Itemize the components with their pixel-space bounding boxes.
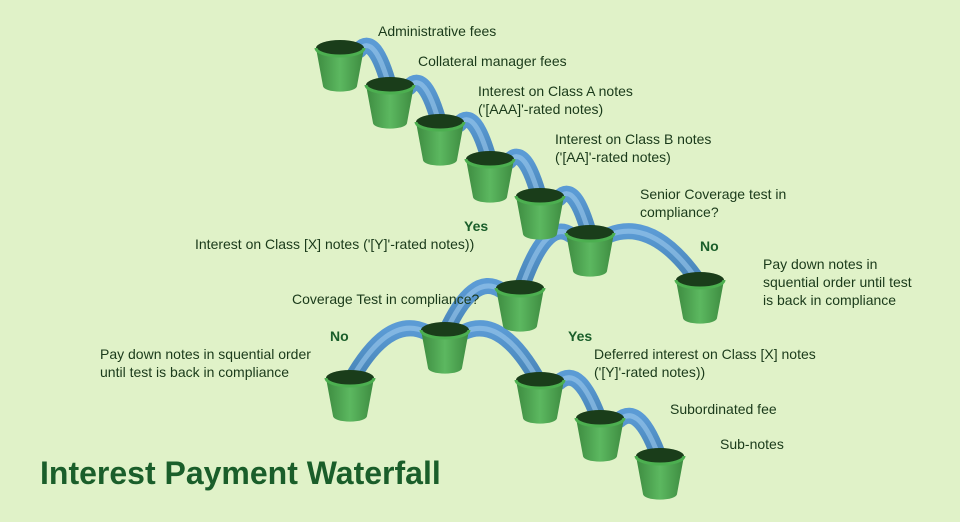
bucket-label: Sub-notes	[720, 435, 784, 453]
water-flow	[359, 46, 390, 89]
bucket-label: Deferred interest on Class [X] notes ('[…	[594, 345, 816, 381]
bucket-label: Senior Coverage test in compliance?	[640, 185, 786, 221]
water-flow	[559, 378, 600, 422]
bucket-label: Interest on Class [X] notes ('[Y]'-rated…	[195, 235, 474, 253]
bucket	[676, 272, 724, 324]
bucket-label: Collateral manager fees	[418, 52, 567, 70]
bucket-label: Subordinated fee	[670, 400, 777, 418]
decision-label: Yes	[568, 328, 592, 344]
bucket	[466, 151, 514, 203]
bucket	[316, 40, 364, 92]
decision-label: Yes	[464, 218, 488, 234]
water-flow	[464, 328, 540, 384]
water-flow	[619, 416, 660, 460]
water-flow	[559, 194, 590, 237]
bucket-label: Interest on Class A notes ('[AAA]'-rated…	[478, 82, 633, 118]
bucket	[566, 225, 614, 277]
water-flow	[520, 232, 571, 292]
decision-label: No	[700, 238, 719, 254]
decision-label: No	[330, 328, 349, 344]
bucket	[516, 188, 564, 240]
bucket	[636, 448, 684, 500]
water-flow	[609, 231, 700, 284]
bucket-label: Pay down notes in squential order until …	[100, 345, 311, 381]
water-flow	[509, 157, 540, 200]
bucket	[496, 280, 544, 332]
water-flow	[350, 328, 426, 382]
bucket	[576, 410, 624, 462]
bucket-label: Administrative fees	[378, 22, 496, 40]
bucket-label: Interest on Class B notes ('[AA]'-rated …	[555, 130, 711, 166]
water-flow	[459, 120, 490, 163]
bucket	[516, 372, 564, 424]
bucket	[326, 370, 374, 422]
bucket	[366, 77, 414, 129]
bucket	[421, 322, 469, 374]
bucket	[416, 114, 464, 166]
water-flow	[409, 83, 440, 126]
diagram-title: Interest Payment Waterfall	[40, 455, 441, 492]
bucket-label: Pay down notes in squential order until …	[763, 255, 912, 310]
bucket-label: Coverage Test in compliance?	[292, 290, 479, 308]
